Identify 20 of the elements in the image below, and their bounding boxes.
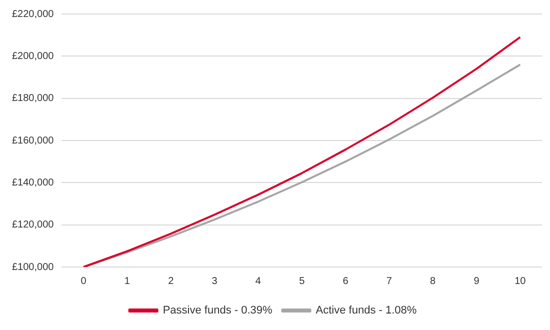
x-tick-label: 1	[124, 276, 130, 287]
x-tick-label: 5	[299, 276, 306, 287]
y-tick-label: £100,000	[12, 262, 54, 273]
x-tick-label: 7	[386, 276, 392, 287]
x-tick-label: 10	[514, 276, 526, 287]
x-tick-label: 8	[430, 276, 436, 287]
y-tick-label: £200,000	[12, 50, 54, 62]
y-tick-label: £180,000	[12, 93, 54, 104]
x-tick-label: 2	[168, 276, 174, 287]
y-tick-label: £140,000	[12, 177, 54, 188]
x-tick-label: 9	[474, 276, 480, 287]
legend-label: Active funds - 1.08%	[316, 304, 417, 317]
y-tick-label: £160,000	[12, 135, 54, 146]
legend-label: Passive funds - 0.39%	[162, 304, 272, 317]
x-tick-label: 0	[80, 276, 87, 287]
y-tick-label: £220,000	[12, 8, 54, 20]
x-tick-label: 3	[212, 276, 218, 287]
x-tick-label: 4	[255, 276, 262, 287]
y-tick-label: £120,000	[12, 220, 54, 231]
x-tick-label: 6	[342, 276, 349, 287]
